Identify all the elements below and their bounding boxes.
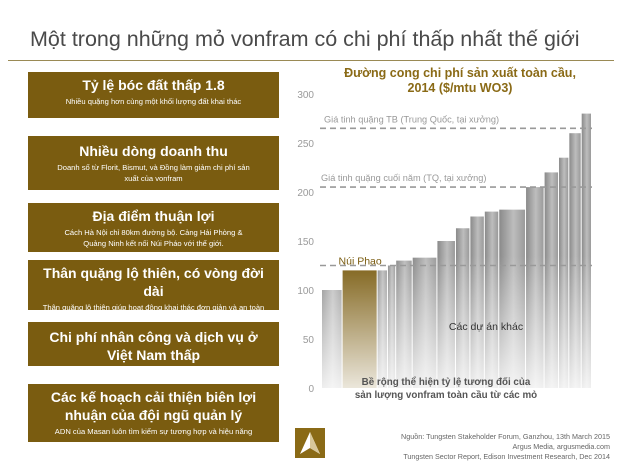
annotation-other-projects: Các dự án khác <box>449 321 523 333</box>
source-line: Nguồn: Tungsten Stakeholder Forum, Ganzh… <box>401 432 610 441</box>
company-logo <box>295 428 325 458</box>
reference-line-label: Giá tinh quặng cuối năm (TQ, tại xưởng) <box>321 173 486 183</box>
feature-box-margin-plans: Các kế hoạch cải thiện biên lợi nhuận củ… <box>28 384 279 442</box>
y-tick-label: 50 <box>303 335 315 346</box>
feature-heading: Tỷ lệ bóc đất thấp 1.8 <box>82 77 225 93</box>
y-tick-label: 250 <box>297 139 314 150</box>
title-divider <box>8 60 614 61</box>
y-tick-label: 200 <box>297 188 314 199</box>
feature-heading: Địa điểm thuận lợi <box>92 208 215 224</box>
feature-description: Nhiều quặng hơn cùng một khối lượng đất … <box>65 97 242 106</box>
feature-box-location: Địa điểm thuận lợi Cách Hà Nội chỉ 80km … <box>28 203 279 252</box>
feature-box-open-pit: Thân quặng lộ thiên, có vòng đời dài Thâ… <box>28 260 279 323</box>
bar-fade-overlay <box>322 94 592 388</box>
feature-heading: Thân quặng lộ thiên, có vòng đời dài <box>43 265 264 299</box>
page-title: Một trong những mỏ vonfram có chi phí th… <box>30 27 580 51</box>
annotation-width-note: sản lượng vonfram toàn cầu từ các mỏ <box>355 390 537 401</box>
reference-line-label: Giá tinh quặng TB (Trung Quốc, tại xưởng… <box>324 114 499 124</box>
feature-heading: Nhiều dòng doanh thu <box>79 143 228 159</box>
y-tick-label: 0 <box>308 384 314 395</box>
feature-description: Doanh số từ Florit, Bismut, và Đồng làm … <box>57 163 250 183</box>
y-tick-label: 300 <box>297 90 314 101</box>
feature-description: Thân quặng lộ thiên giúp hoạt động khai … <box>42 303 265 323</box>
feature-description: ADN của Masan luôn tìm kiếm sự tương hợp… <box>54 427 253 436</box>
source-line: Argus Media, argusmedia.com <box>512 442 610 451</box>
annotation-width-note: Bề rộng thể hiện tỷ lệ tương đối của <box>362 377 531 388</box>
chart-title: Đường cong chi phí sản xuất toàn cầu, 20… <box>344 66 576 95</box>
y-tick-label: 100 <box>297 286 314 297</box>
cost-curve-chart: 0 50 100 150 200 250 300 Núi Phao Giá tinh quặn… <box>297 90 592 401</box>
bar-label-nui-phao: Núi Phao <box>339 255 382 267</box>
source-note: Nguồn: Tungsten Stakeholder Forum, Ganzh… <box>345 432 610 462</box>
feature-box-labour-cost: Chi phí nhân công và dịch vụ ở Việt Nam … <box>28 322 279 366</box>
feature-heading: Chi phí nhân công và dịch vụ ở Việt Nam … <box>49 329 258 363</box>
feature-box-stripping-ratio: Tỷ lệ bóc đất thấp 1.8 Nhiều quặng hơn c… <box>28 72 279 118</box>
feature-description: Cách Hà Nội chỉ 80km đường bộ. Cảng Hải … <box>64 228 243 248</box>
source-line: Tungsten Sector Report, Edison Investmen… <box>403 452 610 461</box>
feature-heading: Các kế hoạch cải thiện biên lợi nhuận củ… <box>50 389 257 423</box>
feature-box-revenue-streams: Nhiều dòng doanh thu Doanh số từ Florit,… <box>28 136 279 190</box>
y-tick-label: 150 <box>297 237 314 248</box>
